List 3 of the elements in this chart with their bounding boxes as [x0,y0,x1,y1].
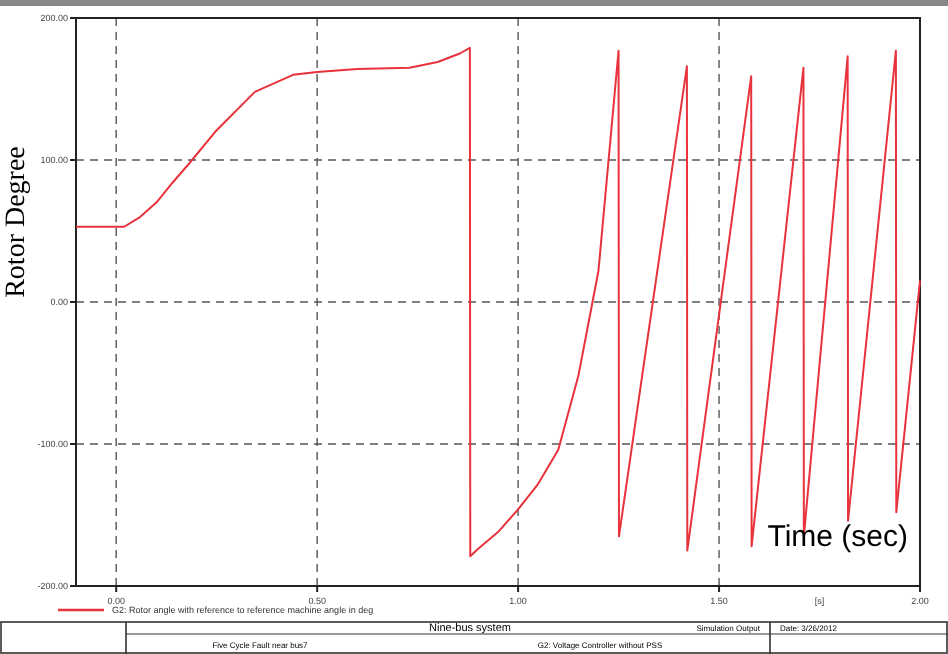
annotation: Time (sec) [767,520,908,554]
y-axis-title: Rotor Degree [2,146,32,298]
line-series [75,46,921,558]
